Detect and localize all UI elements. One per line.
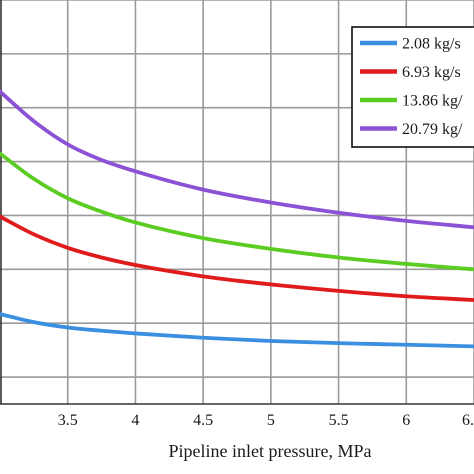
legend-label: 20.79 kg/ [402, 121, 463, 138]
series-line-3 [0, 151, 474, 272]
x-tick-label: 4.5 [193, 412, 213, 429]
x-tick-label: 6. [462, 412, 474, 429]
x-axis-title: Pipeline inlet pressure, MPa [169, 441, 372, 461]
x-tick-label: 5.5 [329, 412, 349, 429]
x-tick-label: 5 [267, 412, 275, 429]
legend-label: 6.93 kg/s [402, 64, 461, 81]
series-lines [0, 89, 474, 349]
legend-label: 2.08 kg/s [402, 36, 461, 53]
legend-label: 13.86 kg/ [402, 93, 463, 110]
series-line-4 [0, 89, 474, 230]
series-line-1 [0, 312, 474, 349]
legend: 2.08 kg/s 6.93 kg/s 13.86 kg/20.79 kg/ [351, 26, 474, 148]
series-line-2 [0, 214, 474, 302]
x-tick-label: 3.5 [58, 412, 78, 429]
x-tick-label: 4 [131, 412, 139, 429]
x-tick-labels: 3.5 4 4.5 5 5.5 6 6. [58, 412, 474, 429]
x-tick-label: 6 [402, 412, 410, 429]
